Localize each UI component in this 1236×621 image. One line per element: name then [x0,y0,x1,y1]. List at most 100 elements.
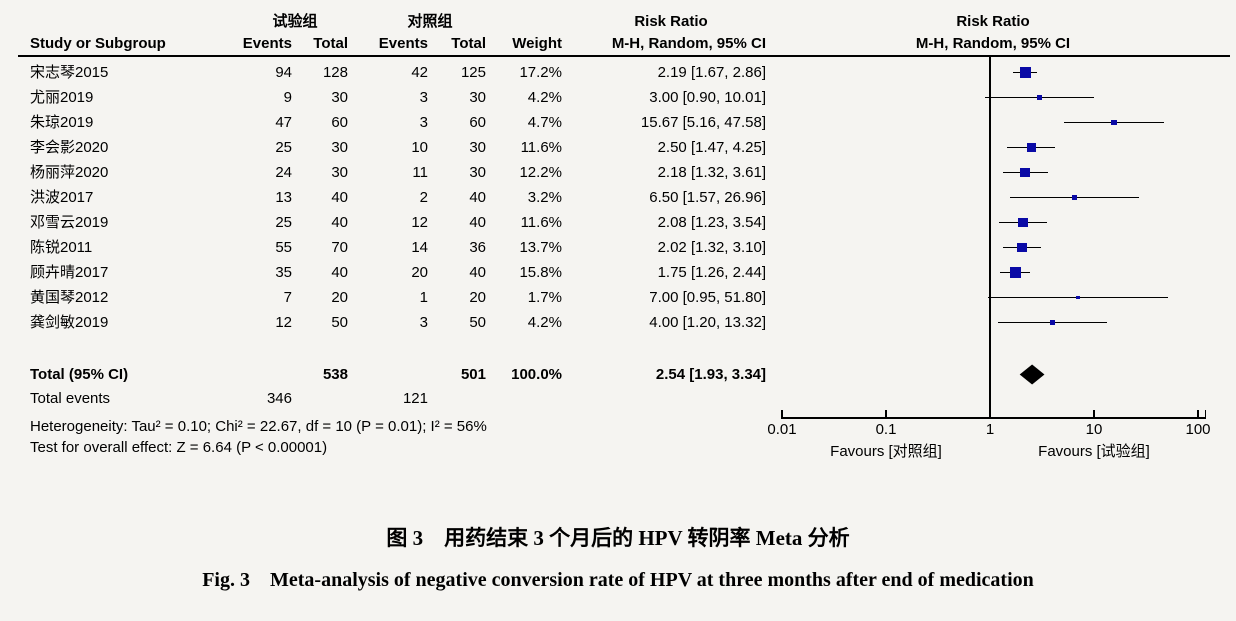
total-row-label: Total (95% CI) [30,366,129,383]
weight-col-header: Weight [512,35,562,52]
weight-value: 11.6% [520,214,562,231]
rr-ci-text: 2.08 [1.23, 3.54] [657,214,766,231]
axis-tick [989,410,991,419]
events-exp-value: 25 [275,139,292,156]
study-name: 顾卉晴2017 [30,264,109,281]
total-ctrl-value: 125 [460,64,486,81]
study-name: 邓雪云2019 [30,214,109,231]
axis-tick [1197,410,1199,419]
rr-square-marker [1009,267,1021,278]
total-exp-col-header: Total [313,35,348,52]
total-ctrl-value: 36 [469,239,486,256]
total-ctrl-value: 30 [469,89,486,106]
total-ctrl-value: 40 [469,264,486,281]
rr-square-marker [1072,195,1077,200]
rr-square-marker [1016,242,1027,253]
total-ctrl-col-header: Total [451,35,486,52]
weight-value: 4.2% [527,314,562,331]
weight-value: 4.2% [527,89,562,106]
study-name: 尤丽2019 [30,89,94,106]
mh-random-stats-header: M-H, Random, 95% CI [611,35,766,52]
events-ctrl-value: 20 [411,264,428,281]
total-ctrl-value: 30 [469,164,486,181]
events-exp-value: 55 [275,239,292,256]
total-exp-sum: 538 [322,366,348,383]
rr-ci-text: 2.50 [1.47, 4.25] [657,139,766,156]
x-axis-end-tick [1204,410,1206,419]
rr-ci-text: 1.75 [1.26, 2.44] [657,264,766,281]
study-col-header: Study or Subgroup [30,35,166,52]
rr-square-marker [1018,217,1028,228]
study-name: 洪波2017 [30,189,94,206]
axis-tick [781,410,783,419]
rr-square-marker [1076,295,1080,300]
caption-chinese: 图 3 用药结束 3 个月后的 HPV 转阴率 Meta 分析 [386,526,850,550]
rr-square-marker [1020,167,1030,178]
total-exp-value: 70 [331,239,348,256]
events-ctrl-col-header: Events [378,35,428,52]
total-ctrl-value: 60 [469,114,486,131]
axis-tick-label: 10 [1085,421,1103,438]
rr-ci-text: 2.18 [1.32, 3.61] [657,164,766,181]
events-exp-col-header: Events [242,35,292,52]
total-ctrl-value: 50 [469,314,486,331]
caption-english: Fig. 3 Meta-analysis of negative convers… [202,569,1034,591]
risk-ratio-stats-header: Risk Ratio [634,13,708,30]
events-exp-value: 47 [275,114,292,131]
favours-left-label: Favours [对照组] [830,443,942,460]
events-exp-value: 94 [275,64,292,81]
total-events-ctrl-sum: 121 [402,390,428,407]
weight-value: 4.7% [527,114,562,131]
total-exp-value: 30 [331,89,348,106]
events-exp-value: 7 [283,289,292,306]
total-exp-value: 30 [331,139,348,156]
weight-value: 3.2% [527,189,562,206]
rr-ci-text: 3.00 [0.90, 10.01] [649,89,766,106]
total-events-label: Total events [30,390,111,407]
rr-ci-text: 7.00 [0.95, 51.80] [649,289,766,306]
rr-square-marker [1036,94,1043,101]
total-exp-value: 60 [331,114,348,131]
group1-header: 试验组 [272,13,318,30]
axis-tick-label: 0.01 [767,421,797,438]
weight-value: 15.8% [519,264,562,281]
events-ctrl-value: 11 [412,164,428,181]
study-name: 朱琼2019 [30,114,94,131]
total-exp-value: 40 [331,189,348,206]
overall-effect-text: Test for overall effect: Z = 6.64 (P < 0… [30,439,328,456]
rr-ci-text: 2.02 [1.32, 3.10] [657,239,766,256]
events-exp-value: 35 [275,264,292,281]
study-name: 黄国琴2012 [30,289,109,306]
total-weight: 100.0% [511,366,562,383]
study-name: 杨丽萍2020 [30,164,109,181]
group2-header: 对照组 [407,13,453,30]
risk-ratio-plot-header: Risk Ratio [956,13,1030,30]
axis-tick [1093,410,1095,419]
weight-value: 13.7% [519,239,562,256]
events-ctrl-value: 42 [411,64,428,81]
favours-right-label: Favours [试验组] [1038,443,1150,460]
total-exp-value: 20 [331,289,348,306]
axis-tick-label: 1 [985,421,995,438]
total-ctrl-value: 40 [469,214,486,231]
events-ctrl-value: 3 [419,89,428,106]
events-exp-value: 24 [275,164,292,181]
x-axis-line [781,417,1206,419]
rr-square-marker [1019,66,1031,79]
events-exp-value: 9 [283,89,292,106]
total-exp-value: 50 [331,314,348,331]
heterogeneity-text: Heterogeneity: Tau² = 0.10; Chi² = 22.67… [30,418,487,435]
rr-ci-text: 15.67 [5.16, 47.58] [640,114,766,131]
events-ctrl-value: 12 [411,214,428,231]
null-effect-line [989,57,991,418]
total-ctrl-value: 20 [469,289,486,306]
events-ctrl-value: 3 [419,114,428,131]
rr-square-marker [1026,142,1036,153]
rr-square-marker [1111,119,1118,126]
events-exp-value: 13 [275,189,292,206]
total-ctrl-sum: 501 [460,366,486,383]
rr-ci-text: 4.00 [1.20, 13.32] [649,314,766,331]
events-exp-value: 12 [275,314,292,331]
